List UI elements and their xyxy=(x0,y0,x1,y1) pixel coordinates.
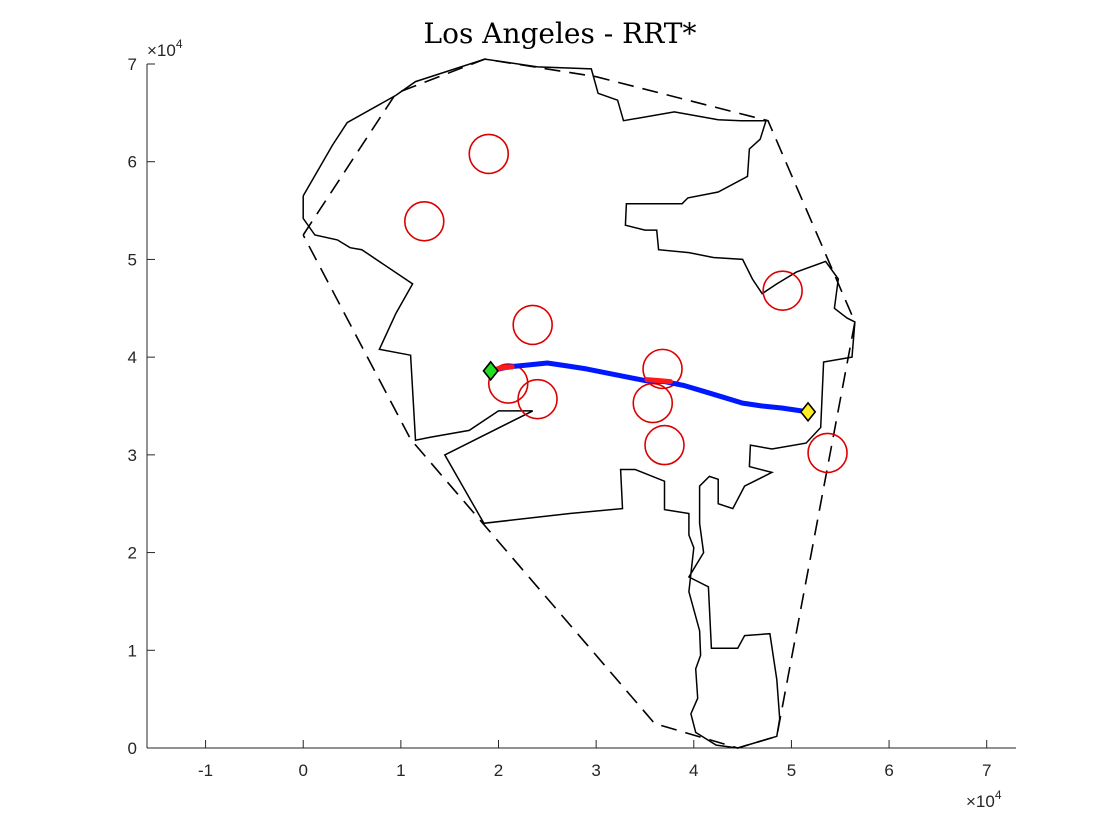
x-tick-label: 7 xyxy=(982,761,991,780)
y-tick-label: 2 xyxy=(128,544,137,563)
tick-group: -1 0 1 2 3 4 5 6 7 0 1 2 3 4 5 6 7 xyxy=(128,55,992,780)
obstacle-group xyxy=(403,133,848,474)
y-tick-label: 4 xyxy=(128,348,137,367)
path-group xyxy=(488,360,811,415)
convex-hull-group xyxy=(302,58,856,749)
y-exponent-label: ×104 xyxy=(147,37,183,60)
y-tick-label: 0 xyxy=(128,739,137,758)
x-tick-label: -1 xyxy=(198,761,213,780)
obstacle-circle xyxy=(807,432,848,474)
rrt-path-line xyxy=(488,360,811,415)
axes xyxy=(146,64,1016,749)
x-exponent-label: ×104 xyxy=(966,788,1002,811)
x-tick-label: 2 xyxy=(494,761,503,780)
chart-title: Los Angeles - RRT* xyxy=(424,17,697,50)
obstacle-circle xyxy=(632,382,674,424)
y-tick-label: 5 xyxy=(128,250,137,269)
obstacle-circle xyxy=(762,270,803,311)
y-tick-label: 1 xyxy=(128,641,137,660)
marker-group xyxy=(482,360,817,423)
obstacle-circle xyxy=(644,424,685,466)
obstacle-circle xyxy=(642,348,683,390)
x-tick-label: 4 xyxy=(689,761,698,780)
x-tick-label: 1 xyxy=(396,761,405,780)
x-tick-label: 3 xyxy=(591,761,600,780)
x-tick-label: 6 xyxy=(884,761,893,780)
obstacle-circle xyxy=(487,363,529,404)
city-boundary-group xyxy=(302,58,856,749)
y-tick-label: 3 xyxy=(128,446,137,465)
start-marker xyxy=(482,360,499,382)
obstacle-circle xyxy=(517,378,558,420)
obstacle-circle xyxy=(512,304,553,346)
obstacle-circle xyxy=(403,201,445,242)
path-near-obstacle-segment xyxy=(644,377,673,385)
y-tick-label: 7 xyxy=(128,55,137,74)
goal-marker xyxy=(799,401,817,423)
y-tick-label: 6 xyxy=(128,153,137,172)
obstacle-circle xyxy=(468,133,510,175)
convex-hull-line xyxy=(302,58,856,749)
x-tick-label: 0 xyxy=(298,761,307,780)
x-tick-label: 5 xyxy=(787,761,796,780)
city-boundary-line xyxy=(302,58,856,749)
